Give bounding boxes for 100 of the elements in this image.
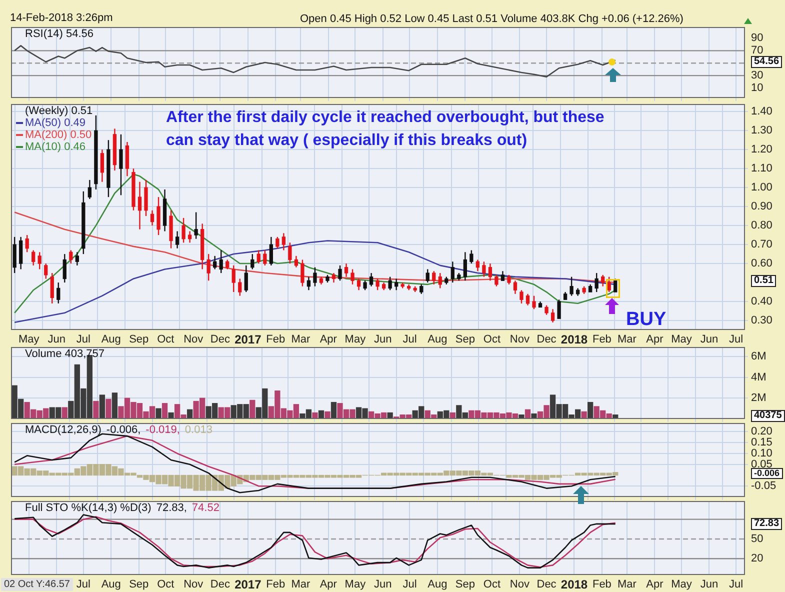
x-tick-label: Jun <box>374 578 392 591</box>
x-tick-label: Aug <box>101 578 121 591</box>
text: 72.83 <box>751 518 782 530</box>
bar <box>93 400 99 419</box>
chart-title: Full STO %K(14,3) %D(3) <box>25 502 152 514</box>
x-tick-label: Oct <box>157 334 174 346</box>
annotation: After the first daily cycle it reached overbought, but these can stay that way ( especially if this breaks out) <box>166 108 606 151</box>
x-tick-label: Oct <box>483 578 501 591</box>
annotation: BUY <box>626 309 666 331</box>
series-label: -0.019, <box>146 424 180 436</box>
bar <box>162 403 168 419</box>
text: 02 Oct Y:46.57 <box>1 578 73 591</box>
x-tick-label: Nov <box>184 578 204 591</box>
x-tick-label: Nov <box>184 334 204 346</box>
x-tick-label: Jul <box>76 578 90 591</box>
x-tick-label: Jun <box>48 334 66 346</box>
x-tick-label: Jul <box>729 334 744 346</box>
y-tick-label: 70 <box>751 44 764 57</box>
x-tick-label: Mar <box>291 578 310 591</box>
x-tick-label: Mar <box>291 334 310 346</box>
y-tick-label: 0.60 <box>751 258 772 270</box>
chart-title: RSI(14) 54.56 <box>25 28 94 40</box>
text: 54.56 <box>751 56 782 68</box>
text: 40375 <box>751 410 785 422</box>
x-tick-label: Jul <box>402 334 417 346</box>
x-tick-label: Aug <box>428 578 448 591</box>
x-tick-label: 2017 <box>234 578 262 592</box>
y-tick-label: 1.20 <box>751 144 772 156</box>
y-tick-label: 0.15 <box>751 436 772 449</box>
x-tick-label: May <box>344 334 366 346</box>
y-tick-label: 0.90 <box>751 200 772 213</box>
y-tick-label: 2M <box>751 392 766 404</box>
bar <box>588 402 594 419</box>
bar <box>330 402 337 419</box>
series-label: -0.006, <box>106 424 141 436</box>
y-tick-label: 1.30 <box>751 124 772 137</box>
x-tick-label: Oct <box>483 334 501 346</box>
bar <box>250 400 256 419</box>
text: 72.83, <box>156 502 187 514</box>
x-tick-label: 2018 <box>560 332 588 347</box>
x-tick-label: Apr <box>646 578 664 591</box>
x-tick-label: May <box>671 334 692 346</box>
x-tick-label: Aug <box>428 334 448 346</box>
x-tick-label: Dec <box>210 334 230 346</box>
text: 0.51 <box>751 275 776 287</box>
x-tick-label: Mar <box>618 334 637 346</box>
x-tick-label: 2018 <box>560 578 588 592</box>
x-tick-label: Nov <box>510 334 530 346</box>
text: Open 0.45 High 0.52 Low 0.45 Last 0.51 Volume 403.8K Chg +0.06 (+12.26%) <box>300 13 684 25</box>
y-tick-label: 10 <box>751 82 764 94</box>
x-tick-label: Jul <box>76 334 90 346</box>
x-tick-label: Feb <box>266 578 286 591</box>
x-tick-label: Aug <box>101 334 121 346</box>
y-tick-label: 1.00 <box>751 182 772 194</box>
x-tick-label: May <box>18 334 40 346</box>
y-tick-label: 6M <box>751 350 766 362</box>
y-tick-label: 20 <box>751 552 764 565</box>
y-tick-label: 1.10 <box>751 162 772 175</box>
x-tick-label: Jun <box>700 334 718 346</box>
bar <box>62 407 68 419</box>
x-tick-label: Sep <box>129 334 149 346</box>
y-tick-label: 0.05 <box>751 458 772 470</box>
x-tick-label: Sep <box>129 578 149 591</box>
y-tick-label: 50 <box>751 533 764 546</box>
x-tick-label: Feb <box>592 578 612 591</box>
x-tick-label: Apr <box>320 334 338 346</box>
x-tick-label: May <box>671 578 692 591</box>
y-tick-label: 0.20 <box>751 426 772 438</box>
legend-label: MA(10) 0.46 <box>25 141 86 154</box>
y-tick-label: -0.05 <box>751 480 776 492</box>
x-tick-label: Feb <box>592 334 612 346</box>
chart-title: (Weekly) 0.51 <box>25 105 93 118</box>
x-tick-label: Jun <box>374 334 392 346</box>
y-tick-label: 4M <box>751 371 766 384</box>
x-tick-label: Apr <box>646 334 664 346</box>
x-tick-label: Apr <box>320 578 338 591</box>
y-tick-label: 0.30 <box>751 314 772 327</box>
x-tick-label: Mar <box>618 578 637 591</box>
x-tick-label: Sep <box>455 578 475 591</box>
x-tick-label: 2017 <box>234 332 262 347</box>
bar <box>581 411 587 419</box>
x-tick-label: Dec <box>210 578 230 591</box>
text: -0.006 <box>751 468 783 479</box>
y-tick-label: 30 <box>751 70 764 82</box>
x-tick-label: Nov <box>510 578 530 591</box>
y-tick-label: 0.40 <box>751 296 772 308</box>
bar <box>106 398 112 419</box>
x-tick-label: Jul <box>402 578 417 591</box>
x-tick-label: Oct <box>157 578 174 591</box>
x-tick-label: Feb <box>266 334 286 346</box>
chart-title: MACD(12,26,9) <box>25 424 102 436</box>
chart-subtitle: 14-Feb-2018 3:26pm <box>10 12 113 24</box>
bar <box>112 392 118 419</box>
y-tick-label: 90 <box>751 32 764 44</box>
legend-label: MA(50) 0.49 <box>25 117 86 130</box>
bar <box>99 394 106 419</box>
x-tick-label: Dec <box>536 578 557 591</box>
x-tick-label: May <box>344 578 366 591</box>
y-tick-label: 1.40 <box>751 106 772 118</box>
y-tick-label: 0.80 <box>751 220 772 232</box>
